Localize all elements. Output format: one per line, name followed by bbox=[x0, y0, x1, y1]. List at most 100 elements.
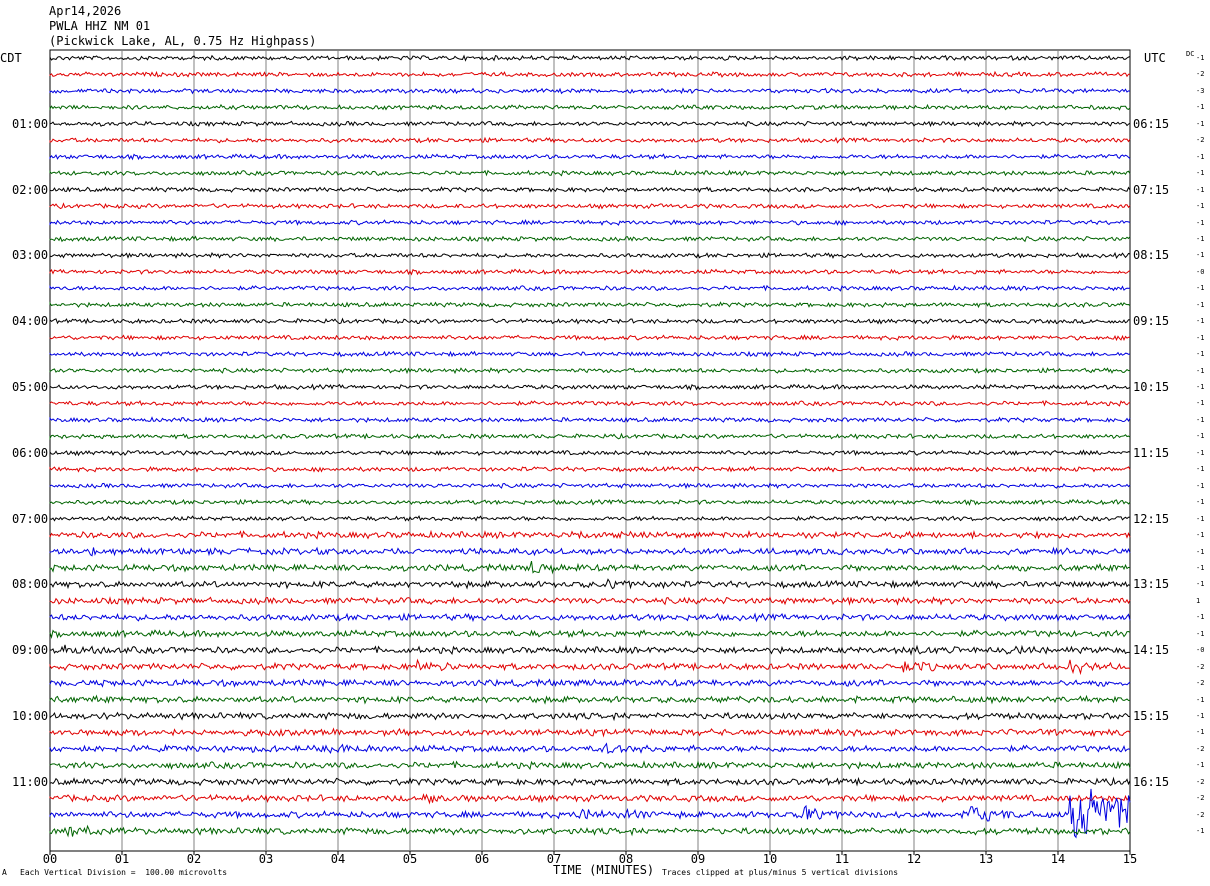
x-axis-title: TIME (MINUTES) bbox=[553, 863, 655, 877]
trace-line bbox=[49, 498, 1131, 506]
trace-line bbox=[49, 153, 1131, 161]
trace-line bbox=[49, 678, 1131, 688]
dc-offset-label: -1 bbox=[1196, 152, 1205, 161]
right-hour-label: 06:15 bbox=[1133, 116, 1170, 131]
dc-offset-label: -1 bbox=[1196, 712, 1205, 720]
trace-line bbox=[49, 70, 1130, 78]
dc-offset-label: -1 bbox=[1196, 333, 1205, 342]
dc-offset-label: -1 bbox=[1196, 465, 1205, 474]
x-tick-label: 15 bbox=[1122, 852, 1138, 866]
trace-line bbox=[49, 658, 1131, 676]
trace-line bbox=[49, 268, 1131, 276]
trace-line bbox=[49, 383, 1131, 391]
trace-line bbox=[49, 136, 1131, 144]
dc-offset-label: -1 bbox=[1196, 563, 1205, 572]
dc-offset-label: -1 bbox=[1196, 350, 1205, 359]
left-hour-label: 11:00 bbox=[12, 774, 49, 789]
trace-line bbox=[49, 515, 1131, 522]
left-hour-label: 06:00 bbox=[12, 445, 49, 460]
dc-offset-label: -2 bbox=[1196, 810, 1205, 819]
left-hour-label: 05:00 bbox=[12, 380, 49, 394]
dc-offset-label: -2 bbox=[1196, 777, 1205, 786]
dc-offset-label: -2 bbox=[1196, 744, 1205, 753]
x-tick-label: 12 bbox=[906, 852, 922, 866]
x-tick-label: 00 bbox=[42, 852, 58, 866]
trace-line bbox=[49, 465, 1131, 473]
dc-offset-label: -1 bbox=[1196, 169, 1205, 178]
right-hour-label: 15:15 bbox=[1133, 709, 1170, 723]
trace-line bbox=[49, 301, 1131, 309]
dc-offset-label: -1 bbox=[1196, 498, 1205, 507]
trace-line bbox=[49, 416, 1131, 424]
trace-line bbox=[49, 482, 1131, 490]
dc-offset-label: -2 bbox=[1196, 679, 1205, 688]
trace-line bbox=[49, 824, 1131, 838]
trace-line bbox=[49, 103, 1131, 111]
station-code: PWLA HHZ NM 01 bbox=[49, 19, 151, 33]
dc-offset-label: -0 bbox=[1196, 267, 1205, 276]
trace-line bbox=[49, 235, 1131, 243]
x-tick-label: 10 bbox=[762, 852, 778, 866]
trace-line bbox=[49, 169, 1131, 177]
left-timezone-label: CDT bbox=[0, 51, 22, 65]
right-hour-label: 13:15 bbox=[1133, 577, 1170, 592]
x-tick-label: 01 bbox=[114, 852, 130, 866]
x-tick-label: 13 bbox=[978, 852, 994, 866]
dc-offset-label: -1 bbox=[1196, 54, 1205, 62]
plot-date: Apr14,2026 bbox=[49, 4, 122, 18]
dc-offset-label: -1 bbox=[1196, 317, 1205, 326]
corner-mark: A bbox=[2, 868, 7, 877]
trace-line bbox=[49, 186, 1131, 193]
dc-offset-label: -2 bbox=[1196, 136, 1205, 145]
dc-offset-label: -1 bbox=[1196, 531, 1205, 540]
right-hour-label: 08:15 bbox=[1133, 248, 1170, 263]
trace-line bbox=[49, 776, 1131, 787]
trace-line bbox=[49, 546, 1131, 557]
trace-line bbox=[49, 529, 1131, 540]
right-hour-label: 10:15 bbox=[1133, 380, 1170, 394]
x-tick-label: 02 bbox=[186, 852, 202, 866]
left-hour-label: 09:00 bbox=[12, 643, 49, 658]
station-location: (Pickwick Lake, AL, 0.75 Hz Highpass) bbox=[49, 34, 317, 48]
trace-line bbox=[49, 628, 1131, 640]
right-hour-label: 09:15 bbox=[1133, 314, 1170, 329]
trace-line bbox=[49, 760, 1131, 771]
x-tick-label: 05 bbox=[402, 852, 418, 866]
trace-line bbox=[49, 742, 1131, 755]
dc-offset-label: -1 bbox=[1196, 448, 1205, 457]
right-hour-label: 07:15 bbox=[1133, 182, 1170, 197]
right-timezone-label: UTC bbox=[1144, 51, 1166, 65]
trace-line bbox=[49, 644, 1130, 656]
left-hour-label: 10:00 bbox=[12, 709, 49, 723]
dc-offset-label: -3 bbox=[1196, 86, 1205, 95]
left-hour-label: 08:00 bbox=[12, 577, 49, 592]
trace-line bbox=[49, 560, 1131, 575]
dc-offset-label: -2 bbox=[1196, 70, 1205, 79]
trace-line bbox=[49, 334, 1130, 342]
trace-line bbox=[49, 399, 1131, 407]
right-hour-label: 14:15 bbox=[1133, 643, 1170, 658]
trace-line bbox=[49, 120, 1131, 128]
dc-offset-label: -1 bbox=[1196, 119, 1205, 128]
dc-offset-label: -1 bbox=[1196, 251, 1205, 260]
trace-line bbox=[49, 612, 1131, 623]
dc-offset-label: -1 bbox=[1196, 415, 1205, 424]
x-tick-label: 06 bbox=[474, 852, 490, 866]
dc-offset-label: -1 bbox=[1196, 383, 1205, 391]
scale-note: Each Vertical Division = 100.00 microvol… bbox=[20, 868, 228, 877]
left-hour-label: 01:00 bbox=[12, 116, 49, 131]
dc-header-label: DC bbox=[1186, 50, 1195, 58]
left-hour-label: 02:00 bbox=[12, 182, 49, 197]
dc-offset-label: -1 bbox=[1196, 202, 1205, 211]
trace-line bbox=[49, 694, 1131, 705]
dc-offset-label: -1 bbox=[1196, 432, 1205, 441]
dc-offset-label: -1 bbox=[1196, 695, 1205, 704]
dc-offset-label: -1 bbox=[1196, 103, 1205, 112]
dc-offset-label: -1 bbox=[1196, 580, 1205, 589]
dc-offset-label: -0 bbox=[1196, 646, 1205, 655]
trace-line bbox=[49, 727, 1131, 738]
dc-offset-label: -1 bbox=[1196, 728, 1205, 737]
trace-line bbox=[49, 202, 1131, 210]
right-hour-label: 12:15 bbox=[1133, 511, 1170, 526]
trace-line bbox=[49, 350, 1131, 358]
